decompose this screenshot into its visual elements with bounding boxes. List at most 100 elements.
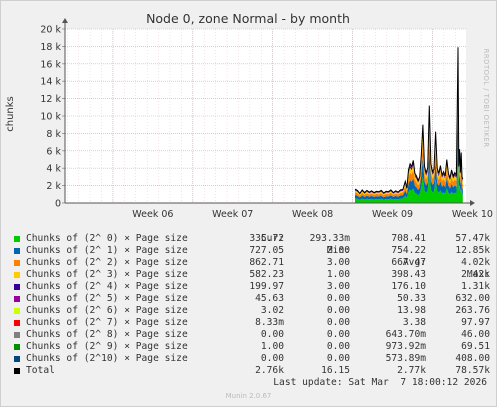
chart-title: Node 0, zone Normal - by month (146, 11, 350, 26)
legend-row: Chunks of (2^10) × Page size 0.00 0.00 573.… (12, 353, 492, 365)
legend-max-value: 408.00 (455, 353, 490, 364)
legend-min-value: 0.00 (326, 341, 350, 352)
y-tick-label: 10 k (40, 112, 61, 123)
legend-min-value: 0.00 (326, 305, 350, 316)
legend-swatch (14, 332, 20, 338)
legend-row: Chunks of (2^ 7) × Page size 8.33m 0.00 3.3… (12, 317, 492, 329)
legend-series-name: Chunks of (2^10) × Page size (26, 353, 188, 364)
legend-swatch (14, 296, 20, 302)
legend-series-name: Chunks of (2^ 0) × Page size (26, 233, 188, 244)
legend-avg-value: 643.70m (385, 329, 426, 340)
y-tick-label: 20 k (40, 25, 61, 36)
legend-avg-value: 176.10 (391, 281, 426, 292)
series-area (355, 150, 463, 203)
legend-avg-value: 708.41 (391, 233, 426, 244)
legend-row: Chunks of (2^ 4) × Page size 199.97 3.00 17… (12, 281, 492, 293)
legend-min-value: 0.00 (326, 317, 350, 328)
legend-header-min: Min: (326, 245, 350, 256)
legend-avg-value: 3.38 (402, 317, 426, 328)
legend-max-value: 1.31k (461, 281, 490, 292)
legend-row: Chunks of (2^ 6) × Page size 3.02 0.00 13.9… (12, 305, 492, 317)
legend-series-name: Chunks of (2^ 6) × Page size (26, 305, 188, 316)
y-tick-label: 2 k (46, 181, 61, 192)
legend-max-value: 97.97 (461, 317, 490, 328)
legend-max-value: 69.51 (461, 341, 490, 352)
legend-row: Chunks of (2^ 1) × Page size 727.05 2.00 75… (12, 245, 492, 257)
rrdtool-side-label: RRDTOOL / TOBI OETIKER (482, 49, 490, 148)
legend-header-avg: Avg: (402, 257, 426, 268)
y-tick-label: 0 (55, 199, 61, 210)
legend-cur-value: 335.72 (249, 233, 284, 244)
y-tick-label: 12 k (40, 94, 61, 105)
legend-series-name: Chunks of (2^ 9) × Page size (26, 341, 188, 352)
axes: 0 2 k 4 k 6 k 8 k 10 k 12 k 14 k 16 k 18 k 20 k Wee… (40, 18, 493, 220)
legend-row: Chunks of (2^ 2) × Page size 862.71 3.00 66… (12, 257, 492, 269)
legend-cur-value: 0.00 (260, 353, 284, 364)
legend-max-value: 632.00 (455, 293, 490, 304)
legend-swatch (14, 248, 20, 254)
legend-swatch (14, 284, 20, 290)
legend-cur-value: 2.76k (255, 365, 284, 376)
legend-header: Cur: Min: Avg: Max: (12, 221, 492, 280)
legend-avg-value: 398.43 (391, 269, 426, 280)
legend-min-value: 1.00 (326, 269, 350, 280)
legend-avg-value: 573.89m (385, 353, 426, 364)
legend-min-value: 0.00 (326, 293, 350, 304)
y-axis-arrow (62, 18, 68, 23)
legend-max-value: 57.47k (455, 233, 490, 244)
legend-series-name: Chunks of (2^ 3) × Page size (26, 269, 188, 280)
legend-min-value: 293.33m (309, 233, 350, 244)
legend-swatch (14, 272, 20, 278)
x-tick-label: Week 06 (132, 209, 173, 220)
legend-min-value: 2.00 (326, 245, 350, 256)
legend-min-value: 3.00 (326, 281, 350, 292)
series-area (355, 112, 463, 200)
legend-avg-value: 973.92m (385, 341, 426, 352)
legend-avg-value: 2.77k (397, 365, 426, 376)
legend-row: Chunks of (2^ 3) × Page size 582.23 1.00 39… (12, 269, 492, 281)
legend-max-value: 263.76 (455, 305, 490, 316)
legend-cur-value: 862.71 (249, 257, 284, 268)
legend-cur-value: 8.33m (255, 317, 284, 328)
legend-avg-value: 667.47 (391, 257, 426, 268)
legend-min-value: 16.15 (321, 365, 350, 376)
legend-max-value: 78.57k (455, 365, 490, 376)
legend-avg-value: 50.33 (397, 293, 426, 304)
legend-series-name: Chunks of (2^ 5) × Page size (26, 293, 188, 304)
legend-series-name: Chunks of (2^ 7) × Page size (26, 317, 188, 328)
legend-cur-value: 727.05 (249, 245, 284, 256)
legend-max-value: 4.02k (461, 257, 490, 268)
grid (65, 28, 466, 203)
legend-row: Chunks of (2^ 5) × Page size 45.63 0.00 50.… (12, 293, 492, 305)
legend-cur-value: 45.63 (255, 293, 284, 304)
x-tick-label: Week 10 (452, 209, 493, 220)
legend-swatch (14, 368, 20, 374)
legend-swatch (14, 308, 20, 314)
legend-cur-value: 0.00 (260, 329, 284, 340)
y-tick-label: 18 k (40, 42, 61, 53)
legend-table: Cur: Min: Avg: Max: Chunks of (2^ 0) × P… (12, 221, 492, 377)
x-axis-arrow (470, 200, 475, 206)
legend-series-name: Chunks of (2^ 8) × Page size (26, 329, 188, 340)
legend-min-value: 3.00 (326, 257, 350, 268)
legend-row: Total 2.76k 16.15 2.77k 78.57k (12, 365, 492, 377)
legend-avg-value: 13.98 (397, 305, 426, 316)
legend-swatch (14, 344, 20, 350)
legend-cur-value: 1.00 (260, 341, 284, 352)
legend-swatch (14, 260, 20, 266)
legend-swatch (14, 236, 20, 242)
legend-min-value: 0.00 (326, 353, 350, 364)
stacked-areas (354, 47, 464, 203)
legend-swatch (14, 320, 20, 326)
legend-swatch (14, 356, 20, 362)
legend-min-value: 0.00 (326, 329, 350, 340)
x-tick-label: Week 08 (292, 209, 333, 220)
legend-series-name: Chunks of (2^ 4) × Page size (26, 281, 188, 292)
last-update: Last update: Sat Mar 7 18:00:12 2026 (273, 377, 487, 388)
x-tick-label: Week 07 (212, 209, 253, 220)
legend-cur-value: 582.23 (249, 269, 284, 280)
legend-max-value: 12.85k (455, 245, 490, 256)
legend-max-value: 2.42k (461, 269, 490, 280)
y-tick-label: 4 k (46, 164, 61, 175)
